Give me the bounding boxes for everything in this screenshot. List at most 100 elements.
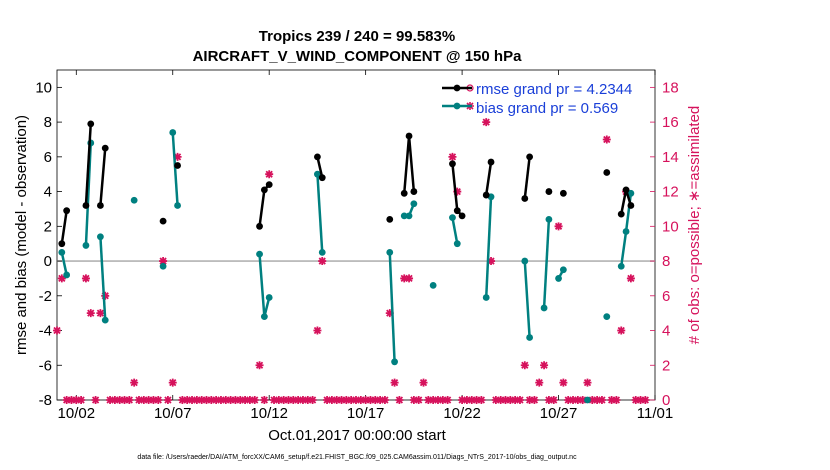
obs-count-point — [77, 396, 86, 404]
obs-count-point — [120, 396, 129, 404]
obs-count-point — [626, 274, 635, 283]
obs-count-point — [371, 396, 380, 404]
obs-count-point — [443, 396, 452, 404]
obs-count-point — [289, 396, 298, 404]
obs-count-point — [255, 361, 264, 370]
obs-count-point — [564, 396, 573, 404]
obs-count-point — [57, 274, 66, 283]
rmse-point — [410, 188, 418, 195]
bias-point — [101, 316, 109, 324]
obs-count-point — [265, 170, 274, 179]
obs-count-point — [395, 396, 404, 404]
y-left-tick-label: 2 — [44, 218, 52, 235]
obs-count-point — [163, 396, 172, 404]
bias-point — [97, 233, 104, 241]
obs-count-point — [245, 396, 254, 404]
x-axis: 10/02 10/07 10/12 10/17 10/22 10/27 11/01 — [58, 70, 673, 422]
rmse-point — [627, 202, 635, 209]
obs-count-point — [366, 396, 375, 404]
bias-point — [405, 212, 413, 220]
obs-count-point — [390, 378, 399, 387]
y-right-tick-label: 6 — [662, 288, 670, 305]
obs-count-point — [303, 396, 312, 404]
obs-count-point — [149, 396, 158, 404]
obs-count-point — [429, 396, 438, 404]
y-right-tick-label: 8 — [662, 253, 670, 270]
obs-count-point — [433, 396, 442, 404]
obs-count-point — [332, 396, 341, 404]
rmse-point — [526, 153, 534, 161]
obs-count-point — [569, 396, 578, 404]
chart-title: Tropics 239 / 240 = 99.583% — [259, 28, 455, 45]
plot-area: 10/02 10/07 10/12 10/17 10/22 10/27 11/01 -8 -6… — [35, 69, 679, 422]
bias-point — [63, 271, 71, 279]
y-left-tick-label: 10 — [35, 79, 52, 96]
bias-point — [265, 294, 273, 301]
y-right-tick-label: 18 — [662, 79, 679, 96]
obs-count-point — [72, 396, 81, 404]
obs-count-point — [414, 396, 423, 404]
x-tick-label: 10/02 — [58, 405, 96, 422]
y-left-tick-label: -6 — [39, 357, 52, 374]
obs-count-point — [226, 396, 235, 404]
obs-count-point — [130, 378, 139, 387]
y-right-tick-label: 10 — [662, 218, 679, 235]
legend: rmse grand pr = 4.2344 bias grand pr = 0… — [442, 81, 632, 117]
obs-count-point — [535, 378, 544, 387]
obs-count-point — [134, 396, 143, 404]
obs-count-point — [202, 396, 211, 404]
obs-count-point — [583, 378, 592, 387]
x-tick-label: 10/17 — [347, 405, 385, 422]
y-right-tick-label: 12 — [662, 184, 679, 201]
bias-line-segment — [523, 260, 531, 338]
bias-line-segment — [60, 252, 68, 276]
obs-count-point — [192, 396, 201, 404]
bias-line-segment — [171, 132, 179, 206]
rmse-line-segment — [316, 156, 324, 178]
bias-line-segment — [316, 174, 324, 253]
obs-count-point — [106, 396, 115, 404]
bias-line-segment — [542, 219, 551, 309]
y-left-tick-label: -4 — [39, 323, 52, 340]
bias-point — [526, 334, 534, 341]
y-left-tick-label: 6 — [44, 149, 52, 166]
obs-count-point — [641, 396, 650, 404]
rmse-point — [622, 186, 630, 194]
y-right-tick-label: 16 — [662, 114, 679, 131]
obs-count-point — [188, 396, 197, 404]
rmse-line-segment — [60, 210, 68, 244]
obs-count-point — [115, 396, 124, 404]
obs-count-point — [323, 396, 332, 404]
rmse-line-segment — [523, 156, 531, 199]
y-left-tick-label: -8 — [39, 392, 52, 409]
bias-point — [482, 294, 490, 301]
bias-point — [603, 313, 611, 321]
y-axis-right: 0 2 4 6 8 10 12 14 16 18 — [650, 79, 679, 409]
rmse-point — [487, 158, 495, 166]
obs-count-point — [612, 396, 621, 404]
obs-count-point — [308, 396, 317, 404]
obs-count-point — [501, 396, 510, 404]
bias-point — [260, 313, 268, 321]
obs-count-point — [588, 396, 597, 404]
bias-line-segment — [99, 236, 107, 321]
y-left-tick-label: 8 — [44, 114, 52, 131]
bias-point — [429, 281, 437, 289]
obs-count-point — [530, 396, 539, 404]
bias-point — [622, 228, 630, 235]
obs-count-point — [139, 396, 148, 404]
obs-count-point — [482, 118, 491, 127]
bias-point — [617, 262, 625, 270]
rmse-line-segment — [484, 161, 493, 196]
obs-count-point — [216, 396, 225, 404]
obs-count-point — [361, 396, 370, 404]
plot-frame — [56, 69, 656, 401]
obs-count-point — [173, 152, 182, 161]
rmse-line-segment — [84, 123, 93, 206]
rmse-point — [265, 181, 273, 189]
obs-count-point — [313, 326, 322, 335]
y-left-tick-label: -2 — [39, 288, 52, 305]
bias-point — [410, 200, 418, 208]
y-right-tick-label: 2 — [662, 357, 670, 374]
obs-count-point — [221, 396, 230, 404]
